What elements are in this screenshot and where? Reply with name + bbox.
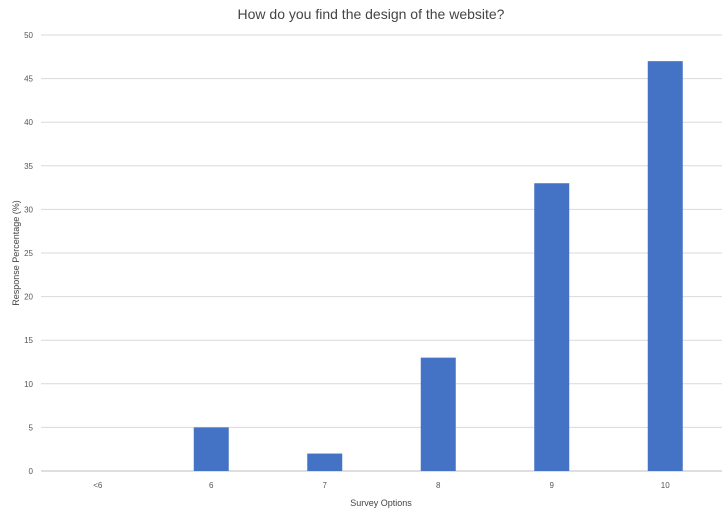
y-tick-label: 30 (24, 205, 33, 214)
gridlines (41, 34, 722, 472)
bar (534, 183, 570, 472)
y-tick-label: 50 (24, 31, 33, 40)
bar (647, 61, 683, 471)
x-tick-label: <6 (93, 481, 103, 490)
bar (193, 427, 229, 471)
y-tick-label: 45 (24, 75, 33, 84)
y-tick-label: 25 (24, 249, 33, 258)
y-tick-label: 40 (24, 118, 33, 127)
y-tick-label: 35 (24, 162, 33, 171)
y-tick-label: 5 (29, 423, 34, 432)
x-axis-ticks: <6 6 7 8 9 10 (93, 481, 670, 490)
bars (193, 61, 683, 472)
x-axis-label: Survey Options (350, 498, 412, 508)
x-tick-label: 10 (661, 481, 670, 490)
bar (307, 453, 343, 471)
x-tick-label: 8 (436, 481, 441, 490)
x-tick-label: 7 (323, 481, 328, 490)
y-tick-label: 20 (24, 293, 33, 302)
y-tick-label: 10 (24, 380, 33, 389)
x-tick-label: 9 (550, 481, 555, 490)
chart-title: How do you find the design of the websit… (238, 6, 505, 22)
y-tick-label: 0 (29, 467, 34, 476)
y-axis-label: Response Percentage (%) (11, 200, 21, 306)
bar (420, 357, 456, 471)
y-tick-label: 15 (24, 336, 33, 345)
y-axis-ticks: 0 5 10 15 20 25 30 35 40 45 50 (24, 31, 33, 476)
x-tick-label: 6 (209, 481, 214, 490)
